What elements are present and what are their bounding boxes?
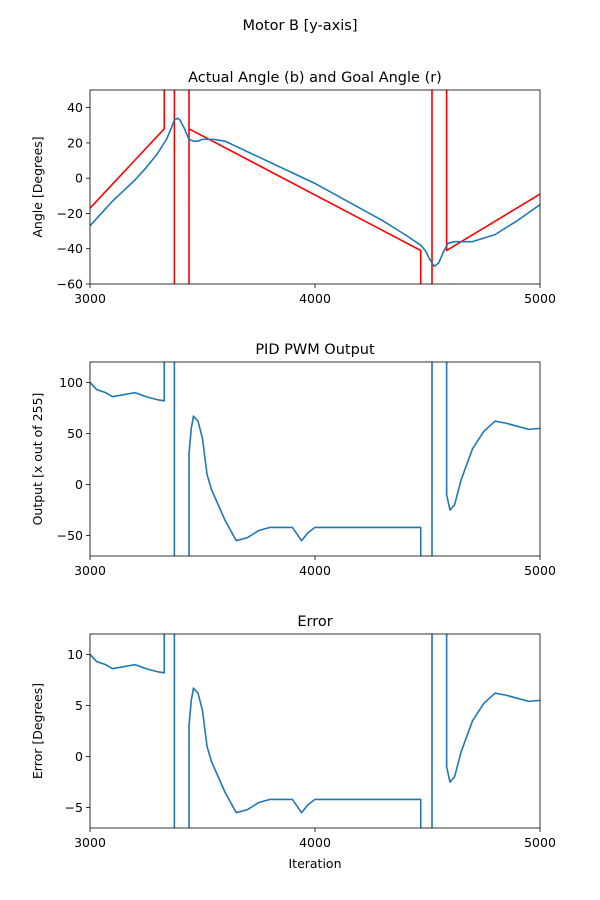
x-tick-label: 3000 — [74, 835, 106, 850]
subplot-title: PID PWM Output — [255, 342, 375, 358]
x-tick-label: 5000 — [524, 835, 556, 850]
y-tick-label: 0 — [75, 749, 83, 764]
y-axis-label: Error [Degrees] — [30, 683, 45, 779]
x-tick-label: 3000 — [74, 291, 106, 306]
x-tick-label: 5000 — [524, 563, 556, 578]
y-tick-label: −20 — [57, 206, 83, 221]
subplot-title: Error — [297, 614, 332, 630]
y-tick-label: 20 — [67, 135, 83, 150]
y-axis-label: Output [x out of 255] — [30, 393, 45, 526]
y-tick-label: 100 — [59, 375, 83, 390]
y-tick-label: 50 — [67, 426, 83, 441]
subplot-2: 3000 4000 5000 −50 0 50 100 PID PWM Output Outpu… — [30, 342, 556, 578]
y-axis-label: Angle [Degrees] — [30, 136, 45, 237]
series-line-goal — [90, 90, 540, 284]
x-tick-label: 4000 — [299, 563, 331, 578]
series-group — [90, 362, 540, 556]
x-tick-label: 4000 — [299, 291, 331, 306]
plot-frame — [89, 89, 541, 285]
y-tick-label: −40 — [57, 241, 83, 256]
y-tick-label: 5 — [75, 698, 83, 713]
y-tick-label: 0 — [75, 171, 83, 186]
y-tick-label: −50 — [57, 528, 83, 543]
subplot-3: 3000 4000 5000 −5 0 5 10 Error Error [Degrees] It… — [30, 614, 556, 871]
subplot-title: Actual Angle (b) and Goal Angle (r) — [188, 70, 442, 86]
y-tick-label: −5 — [65, 800, 83, 815]
y-tick-label: 0 — [75, 477, 83, 492]
series-line-actual — [90, 117, 540, 268]
subplot-1: 3000 4000 5000 −60 −40 −20 0 20 40 Actual Angle (… — [30, 70, 556, 306]
x-tick-label: 5000 — [524, 291, 556, 306]
series-line-series — [90, 634, 540, 828]
x-tick-label: 4000 — [299, 835, 331, 850]
y-tick-label: −60 — [57, 277, 83, 292]
y-tick-label: 40 — [67, 100, 83, 115]
x-axis-label: Iteration — [288, 856, 341, 871]
series-line-series — [90, 362, 540, 556]
figure-suptitle: Motor B [y-axis] — [243, 18, 358, 34]
series-group — [90, 90, 540, 284]
x-tick-label: 3000 — [74, 563, 106, 578]
y-tick-label: 10 — [67, 647, 83, 662]
series-group — [90, 634, 540, 828]
